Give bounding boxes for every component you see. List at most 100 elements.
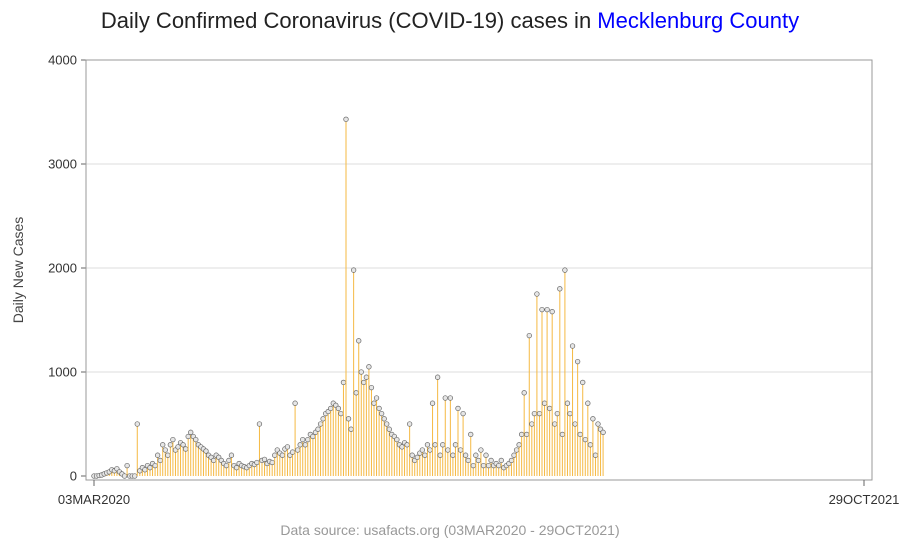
- data-point: [483, 452, 489, 458]
- data-point: [226, 457, 232, 464]
- data-point: [432, 442, 438, 448]
- data-point: [147, 465, 153, 471]
- data-point: [582, 436, 588, 443]
- data-point: [488, 457, 494, 464]
- data-point: [394, 436, 400, 443]
- data-point: [300, 436, 306, 443]
- data-point: [447, 395, 454, 401]
- data-point: [445, 447, 451, 453]
- data-point: [284, 444, 291, 450]
- data-point: [429, 400, 436, 406]
- data-point: [521, 390, 527, 396]
- data-point: [358, 369, 364, 375]
- data-point: [180, 442, 186, 448]
- data-point: [378, 410, 385, 417]
- data-point: [384, 421, 390, 427]
- data-point: [404, 442, 410, 448]
- data-point: [511, 452, 517, 458]
- data-point: [590, 416, 596, 422]
- data-point: [142, 467, 148, 473]
- data-point: [526, 332, 532, 339]
- data-point: [468, 431, 474, 438]
- data-point: [310, 433, 316, 440]
- data-point: [465, 457, 471, 464]
- data-point: [256, 421, 263, 427]
- data-source-note: Data source: usafacts.org (03MAR2020 - 2…: [280, 522, 620, 538]
- data-point: [546, 405, 553, 412]
- data-point: [531, 410, 538, 417]
- data-point: [294, 447, 301, 453]
- data-point: [160, 442, 166, 448]
- data-point: [475, 457, 482, 464]
- data-point: [356, 338, 362, 344]
- data-point: [185, 433, 191, 440]
- data-point: [254, 459, 260, 466]
- data-point: [302, 442, 308, 448]
- data-point: [297, 442, 303, 448]
- data-point: [353, 390, 359, 396]
- data-point: [170, 436, 176, 443]
- data-point: [478, 447, 484, 453]
- data-point: [529, 421, 535, 427]
- plot-frame: [85, 59, 873, 481]
- data-point: [343, 116, 349, 122]
- data-point: [549, 309, 555, 315]
- data-point: [462, 452, 469, 458]
- data-point: [124, 462, 130, 469]
- title-county: Mecklenburg County: [597, 8, 800, 33]
- data-point: [406, 421, 413, 427]
- data-point: [340, 379, 347, 386]
- data-point: [536, 410, 543, 417]
- data-point: [424, 442, 431, 448]
- data-point: [165, 452, 171, 458]
- data-point: [450, 452, 456, 458]
- data-point: [534, 291, 540, 297]
- data-point: [592, 452, 599, 458]
- data-point: [455, 405, 461, 412]
- data-point: [480, 462, 487, 469]
- data-point: [371, 400, 377, 406]
- data-point: [595, 421, 601, 427]
- data-point: [154, 452, 161, 458]
- data-point: [279, 452, 286, 458]
- data-point: [496, 462, 502, 469]
- data-point: [414, 454, 420, 460]
- data-point: [157, 457, 163, 464]
- data-point: [338, 410, 344, 417]
- data-point: [569, 343, 576, 349]
- data-point: [572, 421, 578, 427]
- data-point: [167, 442, 174, 448]
- data-point: [409, 452, 415, 458]
- data-point: [554, 410, 560, 417]
- data-point: [508, 457, 515, 464]
- data-point: [203, 448, 209, 454]
- data-point: [152, 462, 158, 469]
- data-point: [121, 473, 128, 479]
- data-point: [485, 462, 492, 469]
- data-point: [587, 442, 594, 448]
- data-point: [162, 447, 168, 453]
- data-point: [350, 267, 357, 273]
- data-point: [564, 400, 571, 406]
- data-point: [567, 410, 573, 417]
- data-point: [419, 447, 426, 453]
- data-point: [182, 446, 189, 452]
- data-point: [272, 452, 278, 458]
- data-point: [320, 416, 326, 422]
- data-point: [386, 426, 392, 432]
- data-point: [600, 429, 606, 435]
- data-point: [175, 444, 181, 450]
- data-point: [381, 416, 387, 422]
- data-point: [348, 426, 354, 432]
- data-point: [228, 452, 235, 458]
- data-point: [585, 400, 591, 406]
- data-point: [580, 379, 586, 386]
- data-point: [516, 442, 522, 448]
- data-point: [368, 384, 375, 391]
- data-point: [289, 449, 296, 455]
- data-point: [188, 429, 194, 435]
- data-point: [361, 379, 367, 386]
- data-point: [292, 400, 298, 406]
- data-point: [457, 447, 464, 453]
- data-point: [315, 426, 321, 432]
